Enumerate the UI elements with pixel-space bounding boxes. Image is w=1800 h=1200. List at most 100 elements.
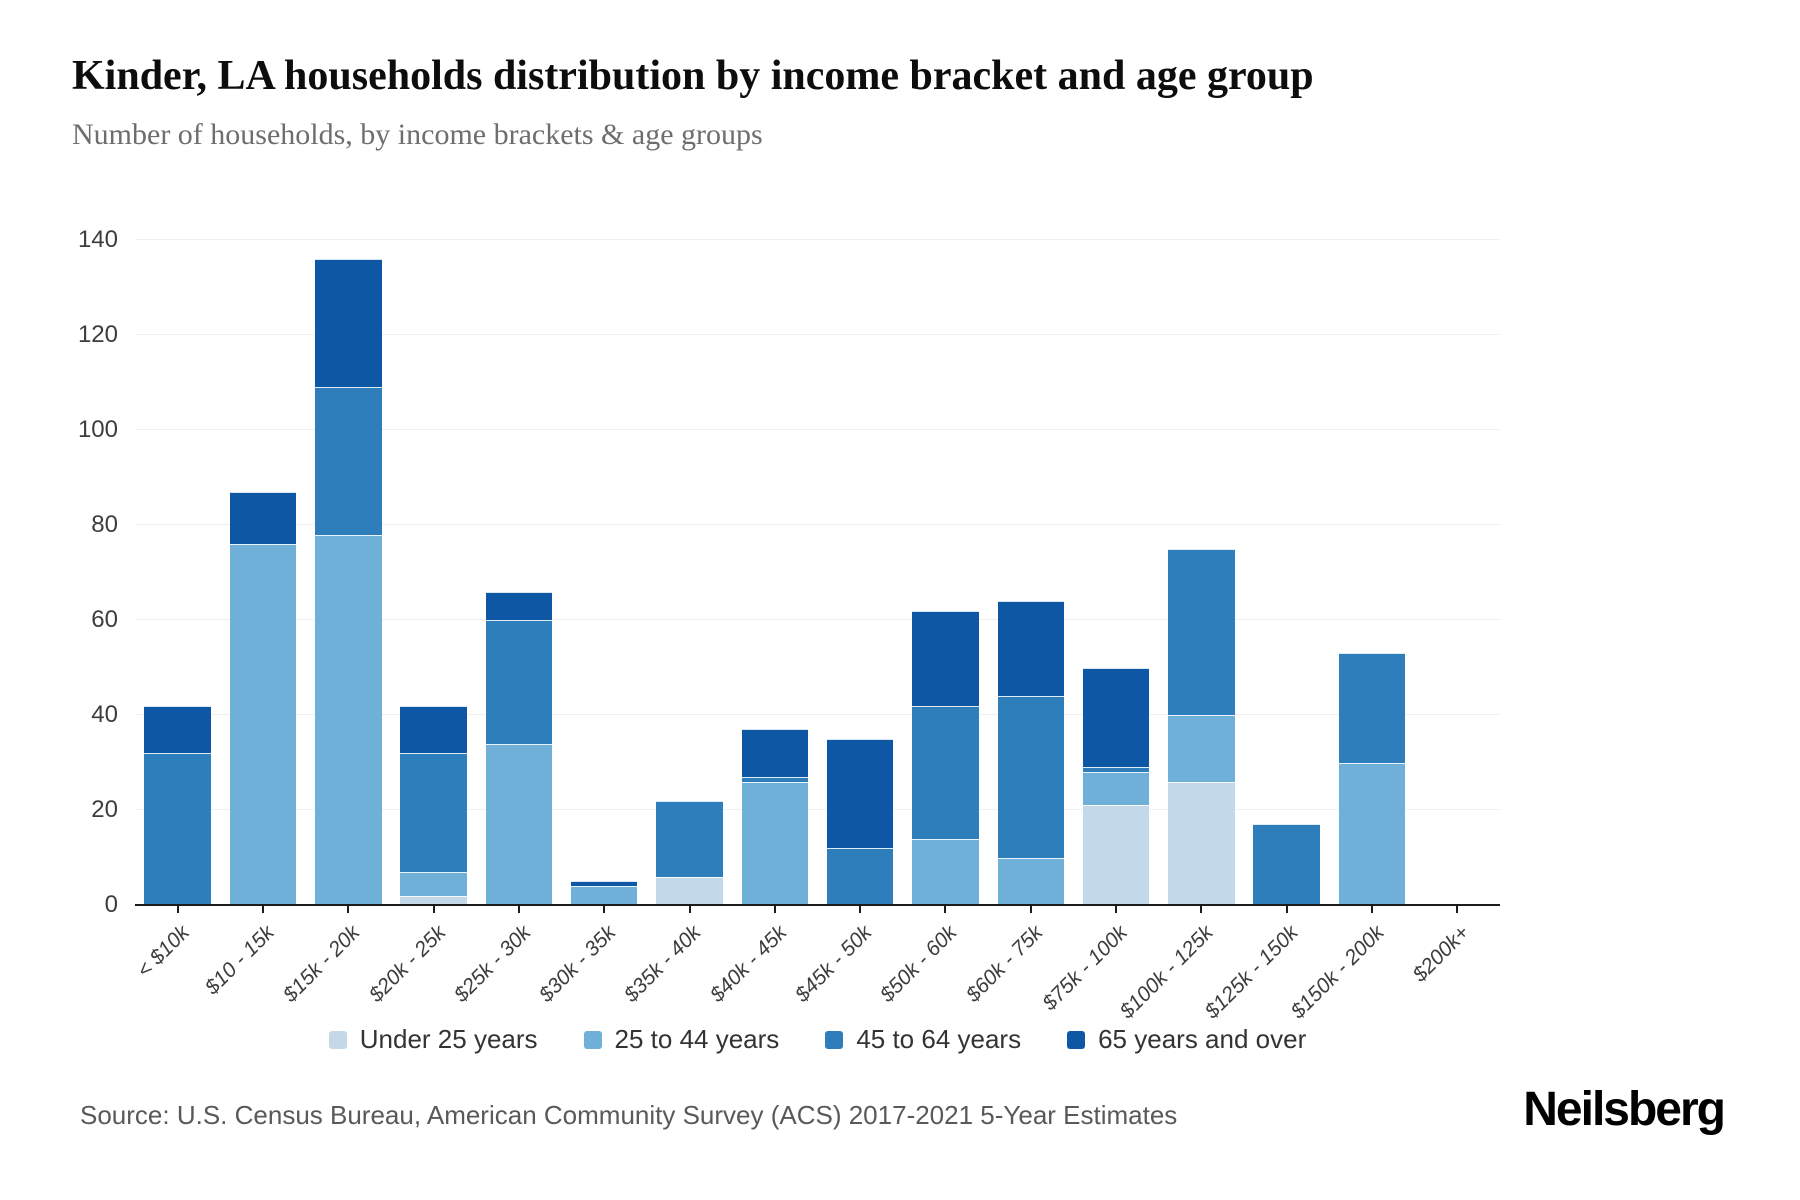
bar-segment[interactable]	[741, 729, 809, 777]
bar-$150k - 200k	[1329, 240, 1414, 905]
bar-segment[interactable]	[485, 743, 553, 905]
bar-$15k - 20k	[306, 240, 391, 905]
y-tick-label-60: 60	[91, 606, 118, 633]
bar-segment[interactable]	[741, 781, 809, 905]
x-tick-mark	[517, 906, 520, 913]
bar-segment[interactable]	[1082, 772, 1150, 806]
x-tick-label: $25k - 30k	[449, 921, 536, 1007]
x-tick-mark	[944, 906, 947, 913]
y-tick-label-140: 140	[77, 226, 118, 253]
x-tick-label: $45k - 50k	[790, 921, 877, 1007]
x-tick-label: $60k - 75k	[961, 921, 1048, 1007]
bar-$60k - 75k	[988, 240, 1073, 905]
bar-segment[interactable]	[1168, 781, 1235, 905]
bar-segment[interactable]	[1082, 767, 1150, 772]
legend-item-45-to-64-years[interactable]: 45 to 64 years	[825, 1024, 1021, 1055]
bar-segment[interactable]	[997, 601, 1065, 696]
y-tick-label-0: 0	[104, 891, 118, 918]
x-tick-mark	[1456, 906, 1459, 913]
x-tick-mark	[176, 906, 179, 913]
bar-segment[interactable]	[1168, 548, 1235, 715]
x-tick-mark	[1115, 906, 1118, 913]
bar-segment[interactable]	[144, 753, 211, 905]
bar-segment[interactable]	[1253, 824, 1320, 905]
legend-swatch	[328, 1030, 347, 1049]
bar-segment[interactable]	[485, 591, 553, 620]
x-tick-mark	[1285, 906, 1288, 913]
bar-segment[interactable]	[400, 895, 467, 905]
bar-segment[interactable]	[144, 705, 211, 753]
bar-segment[interactable]	[315, 259, 382, 388]
x-tick-mark	[773, 906, 776, 913]
bar-segment[interactable]	[997, 857, 1065, 905]
bar-segment[interactable]	[570, 886, 638, 905]
legend-swatch	[825, 1030, 844, 1049]
legend-label: 65 years and over	[1098, 1024, 1307, 1054]
bar-segment[interactable]	[741, 776, 809, 782]
gridline-120	[135, 334, 1500, 335]
x-tick-mark	[859, 906, 862, 913]
bar-segment[interactable]	[400, 871, 467, 896]
gridline-40	[135, 714, 1500, 715]
bar-$40k - 45k	[732, 240, 817, 905]
bar-segment[interactable]	[826, 738, 894, 848]
x-tick-mark	[432, 906, 435, 913]
y-tick-label-80: 80	[91, 511, 118, 538]
bar-segment[interactable]	[656, 876, 723, 905]
bar-$125k - 150k	[1244, 240, 1329, 905]
x-axis-line	[135, 904, 1500, 906]
bar-segment[interactable]	[1338, 762, 1406, 905]
bar-segment[interactable]	[1168, 715, 1235, 782]
gridline-60	[135, 619, 1500, 620]
bar-segment[interactable]	[485, 620, 553, 744]
bar-segment[interactable]	[912, 610, 979, 706]
bar-$20k - 25k	[391, 240, 476, 905]
gridline-20	[135, 809, 1500, 810]
x-tick-label: $15k - 20k	[278, 921, 365, 1007]
x-axis-labels: < $10k $10 - 15k $15k - 20k $20k - 25k $25k …	[133, 905, 1500, 1025]
bar-segment[interactable]	[229, 544, 297, 905]
x-tick-mark	[1029, 906, 1032, 913]
plot-area	[135, 239, 1500, 906]
bar-segment[interactable]	[656, 800, 723, 877]
legend-swatch	[1067, 1030, 1086, 1049]
x-tick-label: $200k+	[1408, 921, 1474, 987]
chart-subtitle: Number of households, by income brackets…	[72, 118, 763, 151]
bar-$100k - 125k	[1159, 240, 1244, 905]
bar-segment[interactable]	[1082, 667, 1150, 768]
bar-segment[interactable]	[912, 838, 979, 905]
x-tick-mark	[261, 906, 264, 913]
gridline-100	[135, 429, 1500, 430]
bar-segment[interactable]	[315, 534, 382, 905]
bar-segment[interactable]	[912, 705, 979, 839]
y-tick-label-100: 100	[77, 416, 118, 443]
x-tick-mark	[603, 906, 606, 913]
bar-segment[interactable]	[570, 881, 638, 887]
x-tick-label: $10 - 15k	[201, 921, 280, 1000]
legend-item-under-25-years[interactable]: Under 25 years	[328, 1024, 538, 1055]
bar-segment[interactable]	[400, 705, 467, 754]
bars-row	[135, 240, 1500, 905]
bar-< $10k	[135, 240, 220, 905]
bar-segment[interactable]	[997, 696, 1065, 858]
bar-segment[interactable]	[229, 491, 297, 544]
legend-swatch	[583, 1030, 602, 1049]
bar-$10 - 15k	[220, 240, 305, 905]
gridline-140	[135, 239, 1500, 240]
legend-item-25-to-44-years[interactable]: 25 to 44 years	[583, 1024, 779, 1055]
x-tick-label: $50k - 60k	[876, 921, 962, 1007]
bar-segment[interactable]	[826, 848, 894, 905]
bar-segment[interactable]	[400, 753, 467, 872]
bar-segment[interactable]	[315, 387, 382, 535]
legend-item-65-years-and-over[interactable]: 65 years and over	[1067, 1024, 1306, 1055]
bar-segment[interactable]	[1338, 653, 1406, 763]
source-note: Source: U.S. Census Bureau, American Com…	[80, 1100, 1178, 1130]
bar-$35k - 40k	[647, 240, 732, 905]
legend-label: Under 25 years	[359, 1024, 538, 1054]
x-tick-label: $75k - 100k	[1038, 921, 1133, 1015]
bar-segment[interactable]	[1082, 805, 1150, 905]
y-tick-label-20: 20	[91, 796, 118, 823]
neilsberg-logo: Neilsberg	[1523, 1083, 1726, 1136]
x-tick-mark	[347, 906, 350, 913]
